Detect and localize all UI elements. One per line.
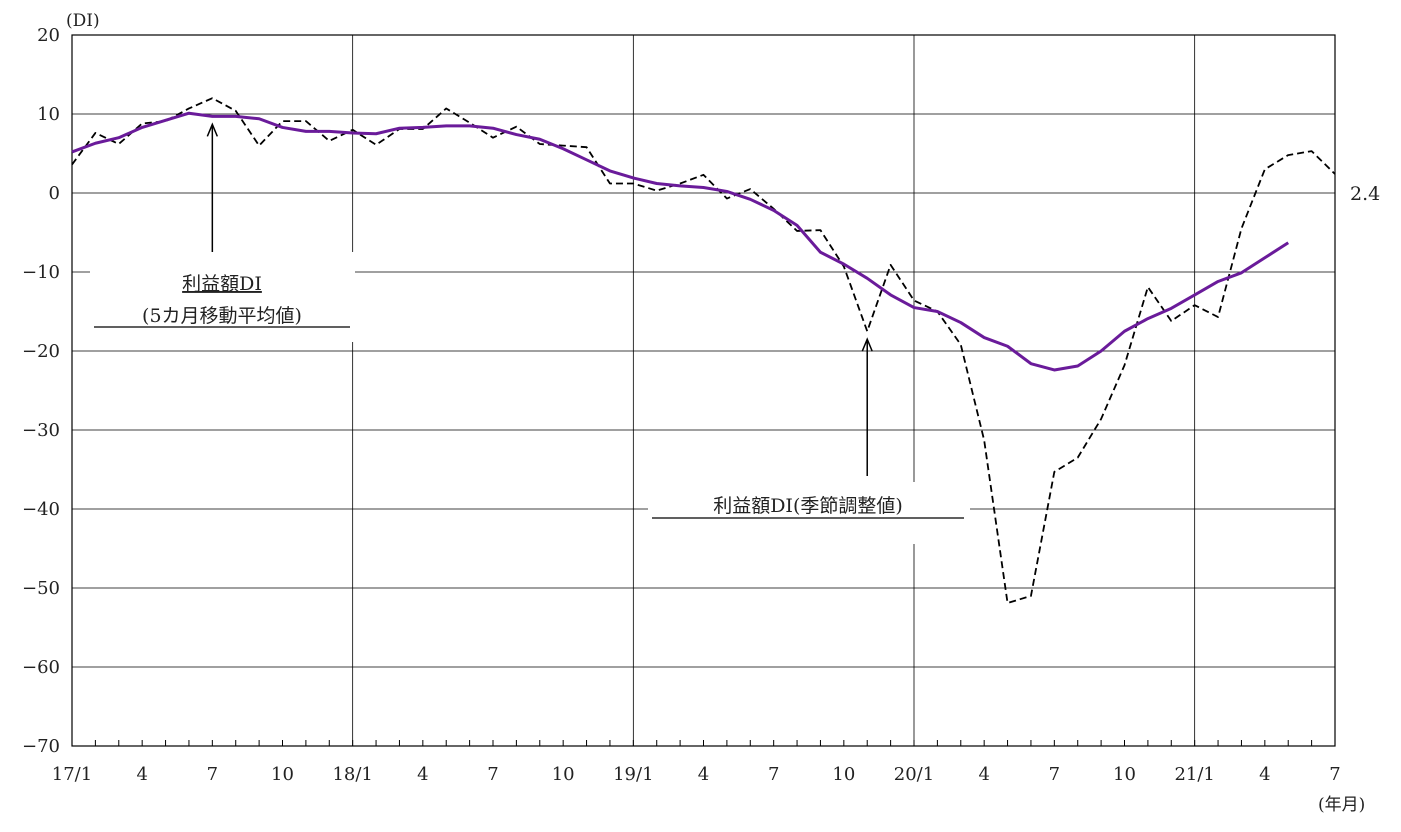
x-axis-ticks: [71, 740, 1336, 746]
y-tick-label: −60: [22, 657, 60, 678]
y-tick-label: −30: [22, 420, 60, 441]
x-tick-label: 7: [1329, 764, 1340, 785]
annotation-ma-arrow-head: [206, 122, 219, 137]
last-value-label: 2.4: [1350, 183, 1380, 205]
x-tick-label: 21/1: [1174, 764, 1214, 785]
x-tick-label: 20/1: [894, 764, 934, 785]
series-line-moving-average: [71, 111, 1290, 372]
annotation-sa-label: 利益額DI(季節調整値): [713, 495, 903, 517]
annotation-ma-label-line2: (5カ月移動平均値): [142, 305, 302, 327]
y-tick-label: −10: [22, 262, 60, 283]
y-tick-label: −50: [22, 578, 60, 599]
series-layer: [71, 97, 1336, 604]
annotation-sa-arrow-head: [861, 337, 873, 352]
x-tick-label: 4: [136, 764, 147, 785]
x-tick-label: 7: [768, 764, 779, 785]
y-tick-label: 0: [49, 183, 60, 204]
annotation-ma-box: [90, 252, 355, 342]
x-tick-label: 18/1: [332, 764, 372, 785]
y-tick-label: −40: [22, 499, 60, 520]
x-tick-label: 17/1: [52, 764, 92, 785]
y-tick-label: 10: [37, 104, 60, 125]
x-tick-label: 4: [978, 764, 989, 785]
x-tick-label: 10: [832, 764, 855, 785]
x-axis-tick-labels: 17/1 4 7 10 18/1 4 7 10 19/1 4 7 10 20/1 4 7 10 21/1 4 7: [52, 764, 1341, 785]
y-axis-unit-label: (DI): [66, 11, 100, 31]
x-tick-label: 7: [207, 764, 218, 785]
annotation-layer: 利益額DI (5カ月移動平均値) 利益額DI(季節調整値): [90, 122, 970, 544]
x-tick-label: 7: [487, 764, 498, 785]
y-tick-label: −70: [22, 736, 60, 757]
x-tick-label: 7: [1049, 764, 1060, 785]
x-axis-unit-label: (年月): [1318, 795, 1365, 815]
x-tick-label: 4: [417, 764, 428, 785]
y-axis-tick-labels: 20 10 0 −10 −20 −30 −40 −50 −60 −70: [22, 25, 60, 757]
x-tick-label: 10: [271, 764, 294, 785]
x-tick-label: 10: [552, 764, 575, 785]
y-tick-label: −20: [22, 341, 60, 362]
annotation-sa-box: [648, 482, 970, 544]
series-line-seasonally-adjusted: [71, 97, 1336, 604]
y-tick-label: 20: [37, 25, 60, 46]
grid: [72, 34, 1335, 747]
x-tick-label: 4: [698, 764, 709, 785]
annotation-ma-label-line1: 利益額DI: [182, 273, 262, 295]
x-tick-label: 19/1: [613, 764, 653, 785]
x-tick-label: 10: [1113, 764, 1136, 785]
x-tick-label: 4: [1259, 764, 1270, 785]
